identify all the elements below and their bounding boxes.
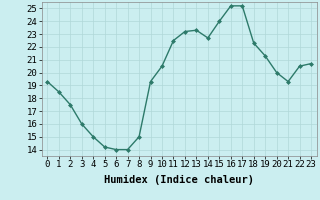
X-axis label: Humidex (Indice chaleur): Humidex (Indice chaleur)	[104, 175, 254, 185]
